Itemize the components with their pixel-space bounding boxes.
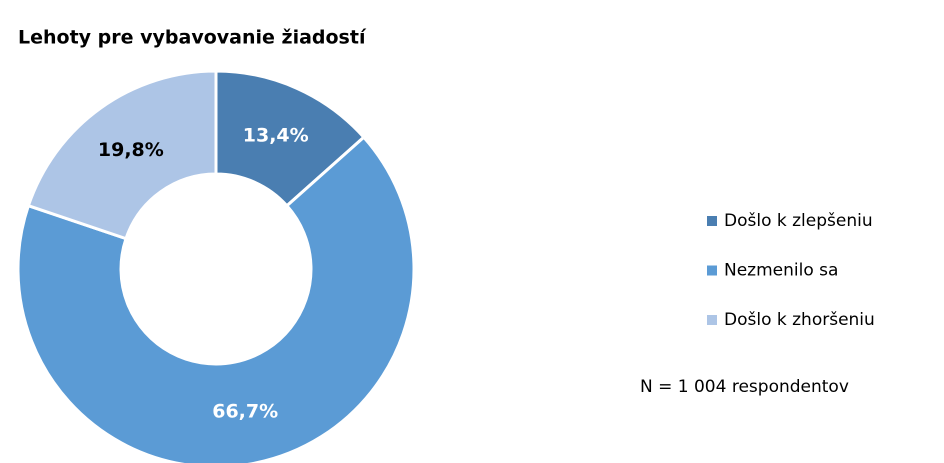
- legend-label: Došlo k zlepšeniu: [724, 211, 873, 231]
- legend-label: Došlo k zhoršeniu: [724, 310, 875, 330]
- data-label: 19,8%: [98, 139, 164, 161]
- data-label: 13,4%: [243, 124, 309, 146]
- legend-swatch: [707, 216, 717, 226]
- slice: [214, 69, 366, 208]
- legend-label: Nezmenilo sa: [724, 261, 838, 281]
- slice: [26, 69, 218, 241]
- chart-title: Lehoty pre vybavovanie žiadostí: [18, 27, 367, 49]
- note: N = 1 004 respondentov: [640, 377, 849, 397]
- slice: [16, 135, 416, 463]
- legend-swatch: [707, 265, 717, 276]
- legend-swatch: [707, 315, 717, 325]
- data-label: 66,7%: [212, 401, 278, 423]
